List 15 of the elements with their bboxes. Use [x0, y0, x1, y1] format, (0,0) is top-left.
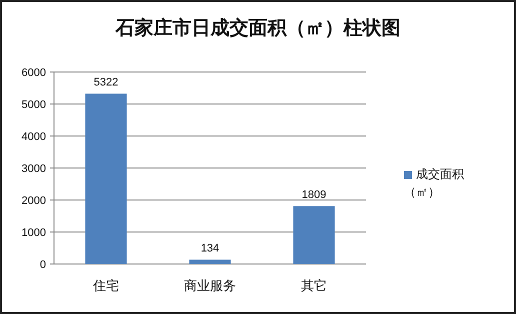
- data-label: 134: [200, 242, 220, 255]
- y-tick-label: 6000: [22, 67, 46, 79]
- y-tick-label: 4000: [22, 131, 46, 143]
- data-label: 5322: [94, 76, 118, 89]
- y-tick-label: 1000: [22, 227, 46, 239]
- y-tick-label: 0: [40, 259, 46, 271]
- data-label: 1809: [302, 189, 326, 202]
- y-tick-label: 5000: [22, 99, 46, 111]
- x-tick-label: 其它: [301, 278, 327, 294]
- y-tick-label: 3000: [22, 163, 46, 175]
- y-tick-label: 2000: [22, 195, 46, 207]
- legend-label: 成交面积（㎡）: [404, 167, 464, 199]
- chart-title: 石家庄市日成交面积（㎡）柱状图: [114, 17, 400, 39]
- x-tick-label: 商业服务: [184, 279, 236, 294]
- x-tick-label: 住宅: [92, 278, 119, 294]
